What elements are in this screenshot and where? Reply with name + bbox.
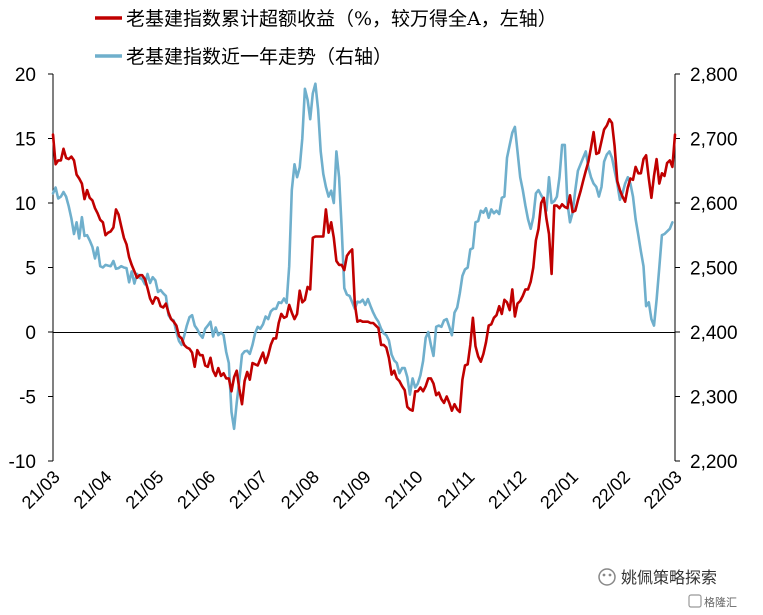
left-tick-label: 0 bbox=[25, 323, 36, 344]
left-tick-label: -10 bbox=[9, 452, 36, 473]
legend-label-excess-return: 老基建指数累计超额收益（%，较万得全A，左轴） bbox=[126, 8, 557, 30]
x-tick-label: 22/01 bbox=[536, 467, 582, 513]
watermark: 姚佩策略探索 格隆汇 bbox=[598, 568, 737, 609]
right-tick-label: 2,300 bbox=[690, 388, 738, 409]
watermark-logo-text: 格隆汇 bbox=[704, 595, 737, 609]
left-tick-label: 10 bbox=[15, 194, 36, 215]
right-tick-label: 2,400 bbox=[690, 323, 738, 344]
x-tick-label: 21/11 bbox=[433, 467, 478, 512]
left-tick-label: 20 bbox=[15, 65, 36, 86]
x-tick-label: 21/04 bbox=[70, 467, 116, 513]
watermark-text: 姚佩策略探索 bbox=[621, 568, 717, 587]
logo-icon bbox=[688, 594, 702, 608]
x-tick-label: 21/08 bbox=[277, 467, 323, 513]
left-tick-label: -5 bbox=[19, 388, 36, 409]
series-line-index-trend bbox=[51, 82, 674, 431]
right-tick-label: 2,600 bbox=[690, 194, 738, 215]
series-line-excess-return bbox=[51, 117, 677, 414]
x-tick-label: 21/05 bbox=[122, 467, 168, 513]
right-tick-label: 2,200 bbox=[690, 452, 738, 473]
wechat-icon bbox=[598, 568, 616, 586]
x-tick-label: 21/06 bbox=[173, 467, 219, 513]
wechat-icon-dot bbox=[602, 573, 606, 577]
x-tick-label: 21/03 bbox=[18, 467, 64, 513]
axes bbox=[52, 74, 676, 461]
right-tick-label: 2,800 bbox=[690, 65, 738, 86]
x-tick-label: 22/02 bbox=[588, 467, 634, 513]
left-tick-label: 15 bbox=[15, 130, 36, 151]
x-tick-label: 21/09 bbox=[329, 467, 375, 513]
right-axis-ticks: 2,200 2,300 2,400 2,500 2,600 2,700 2,800 bbox=[675, 65, 738, 473]
x-axis-ticks: 21/03 21/04 21/05 21/06 21/07 21/08 21/09 21/10… bbox=[18, 467, 686, 513]
x-tick-label: 21/12 bbox=[484, 467, 530, 513]
wechat-icon-dot bbox=[608, 573, 612, 577]
left-tick-label: 5 bbox=[25, 259, 36, 280]
x-tick-label: 21/07 bbox=[225, 467, 271, 513]
x-tick-label: 22/03 bbox=[640, 467, 686, 513]
legend-label-index-trend: 老基建指数近一年走势（右轴） bbox=[126, 46, 392, 68]
right-tick-label: 2,500 bbox=[690, 259, 738, 280]
x-tick-label: 21/10 bbox=[381, 467, 427, 513]
right-tick-label: 2,700 bbox=[690, 130, 738, 151]
legend: 老基建指数累计超额收益（%，较万得全A，左轴） 老基建指数近一年走势（右轴） bbox=[95, 8, 557, 68]
left-axis-ticks: -10 -5 0 5 10 15 20 bbox=[9, 65, 53, 473]
series-layer bbox=[51, 82, 677, 431]
